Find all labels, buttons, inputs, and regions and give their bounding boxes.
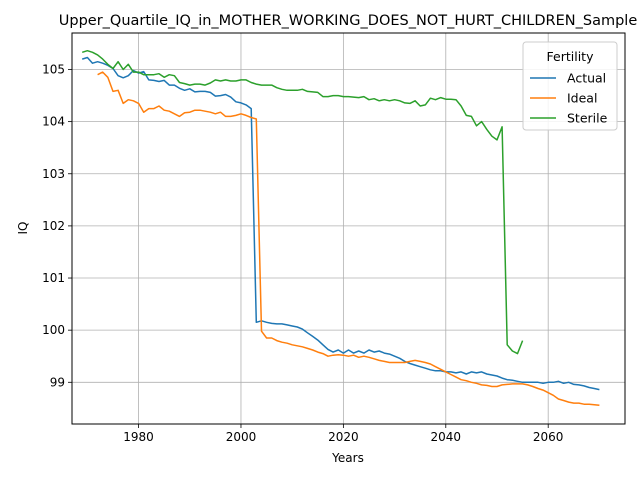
y-tick-label: 102 [42, 219, 65, 233]
legend: Fertility Actual Ideal Sterile [522, 41, 618, 131]
y-tick-label: 105 [42, 62, 65, 76]
y-tick-label: 103 [42, 167, 65, 181]
legend-title: Fertility [547, 49, 595, 64]
legend-label-actual: Actual [567, 71, 606, 86]
y-tick-label: 104 [42, 115, 65, 129]
legend-label-sterile: Sterile [567, 111, 608, 126]
y-tick-label: 99 [50, 375, 65, 389]
legend-label-ideal: Ideal [567, 91, 597, 106]
series-line-actual [81, 56, 600, 391]
series-lines [81, 49, 600, 406]
y-axis-label: IQ [16, 222, 30, 235]
y-tick-label: 100 [42, 323, 65, 337]
chart-title: Upper_Quartile_IQ_in_MOTHER_WORKING_DOES… [59, 13, 638, 29]
legend-box [522, 41, 618, 131]
x-axis-ticks: 1980 2000 2020 2040 2060 [123, 424, 563, 444]
x-tick-label: 2040 [431, 430, 462, 444]
x-tick-label: 1980 [123, 430, 154, 444]
y-axis-ticks: 99 100 101 102 103 104 105 [42, 62, 72, 389]
legend-items: Actual Ideal Sterile [530, 71, 608, 126]
x-axis-label: Years [331, 451, 364, 465]
y-tick-label: 101 [42, 271, 65, 285]
series-line-sterile [81, 49, 524, 355]
x-tick-label: 2060 [533, 430, 564, 444]
series-line-ideal [97, 71, 600, 406]
plot-area-frame [71, 32, 626, 425]
x-tick-label: 2000 [226, 430, 257, 444]
x-tick-label: 2020 [328, 430, 359, 444]
